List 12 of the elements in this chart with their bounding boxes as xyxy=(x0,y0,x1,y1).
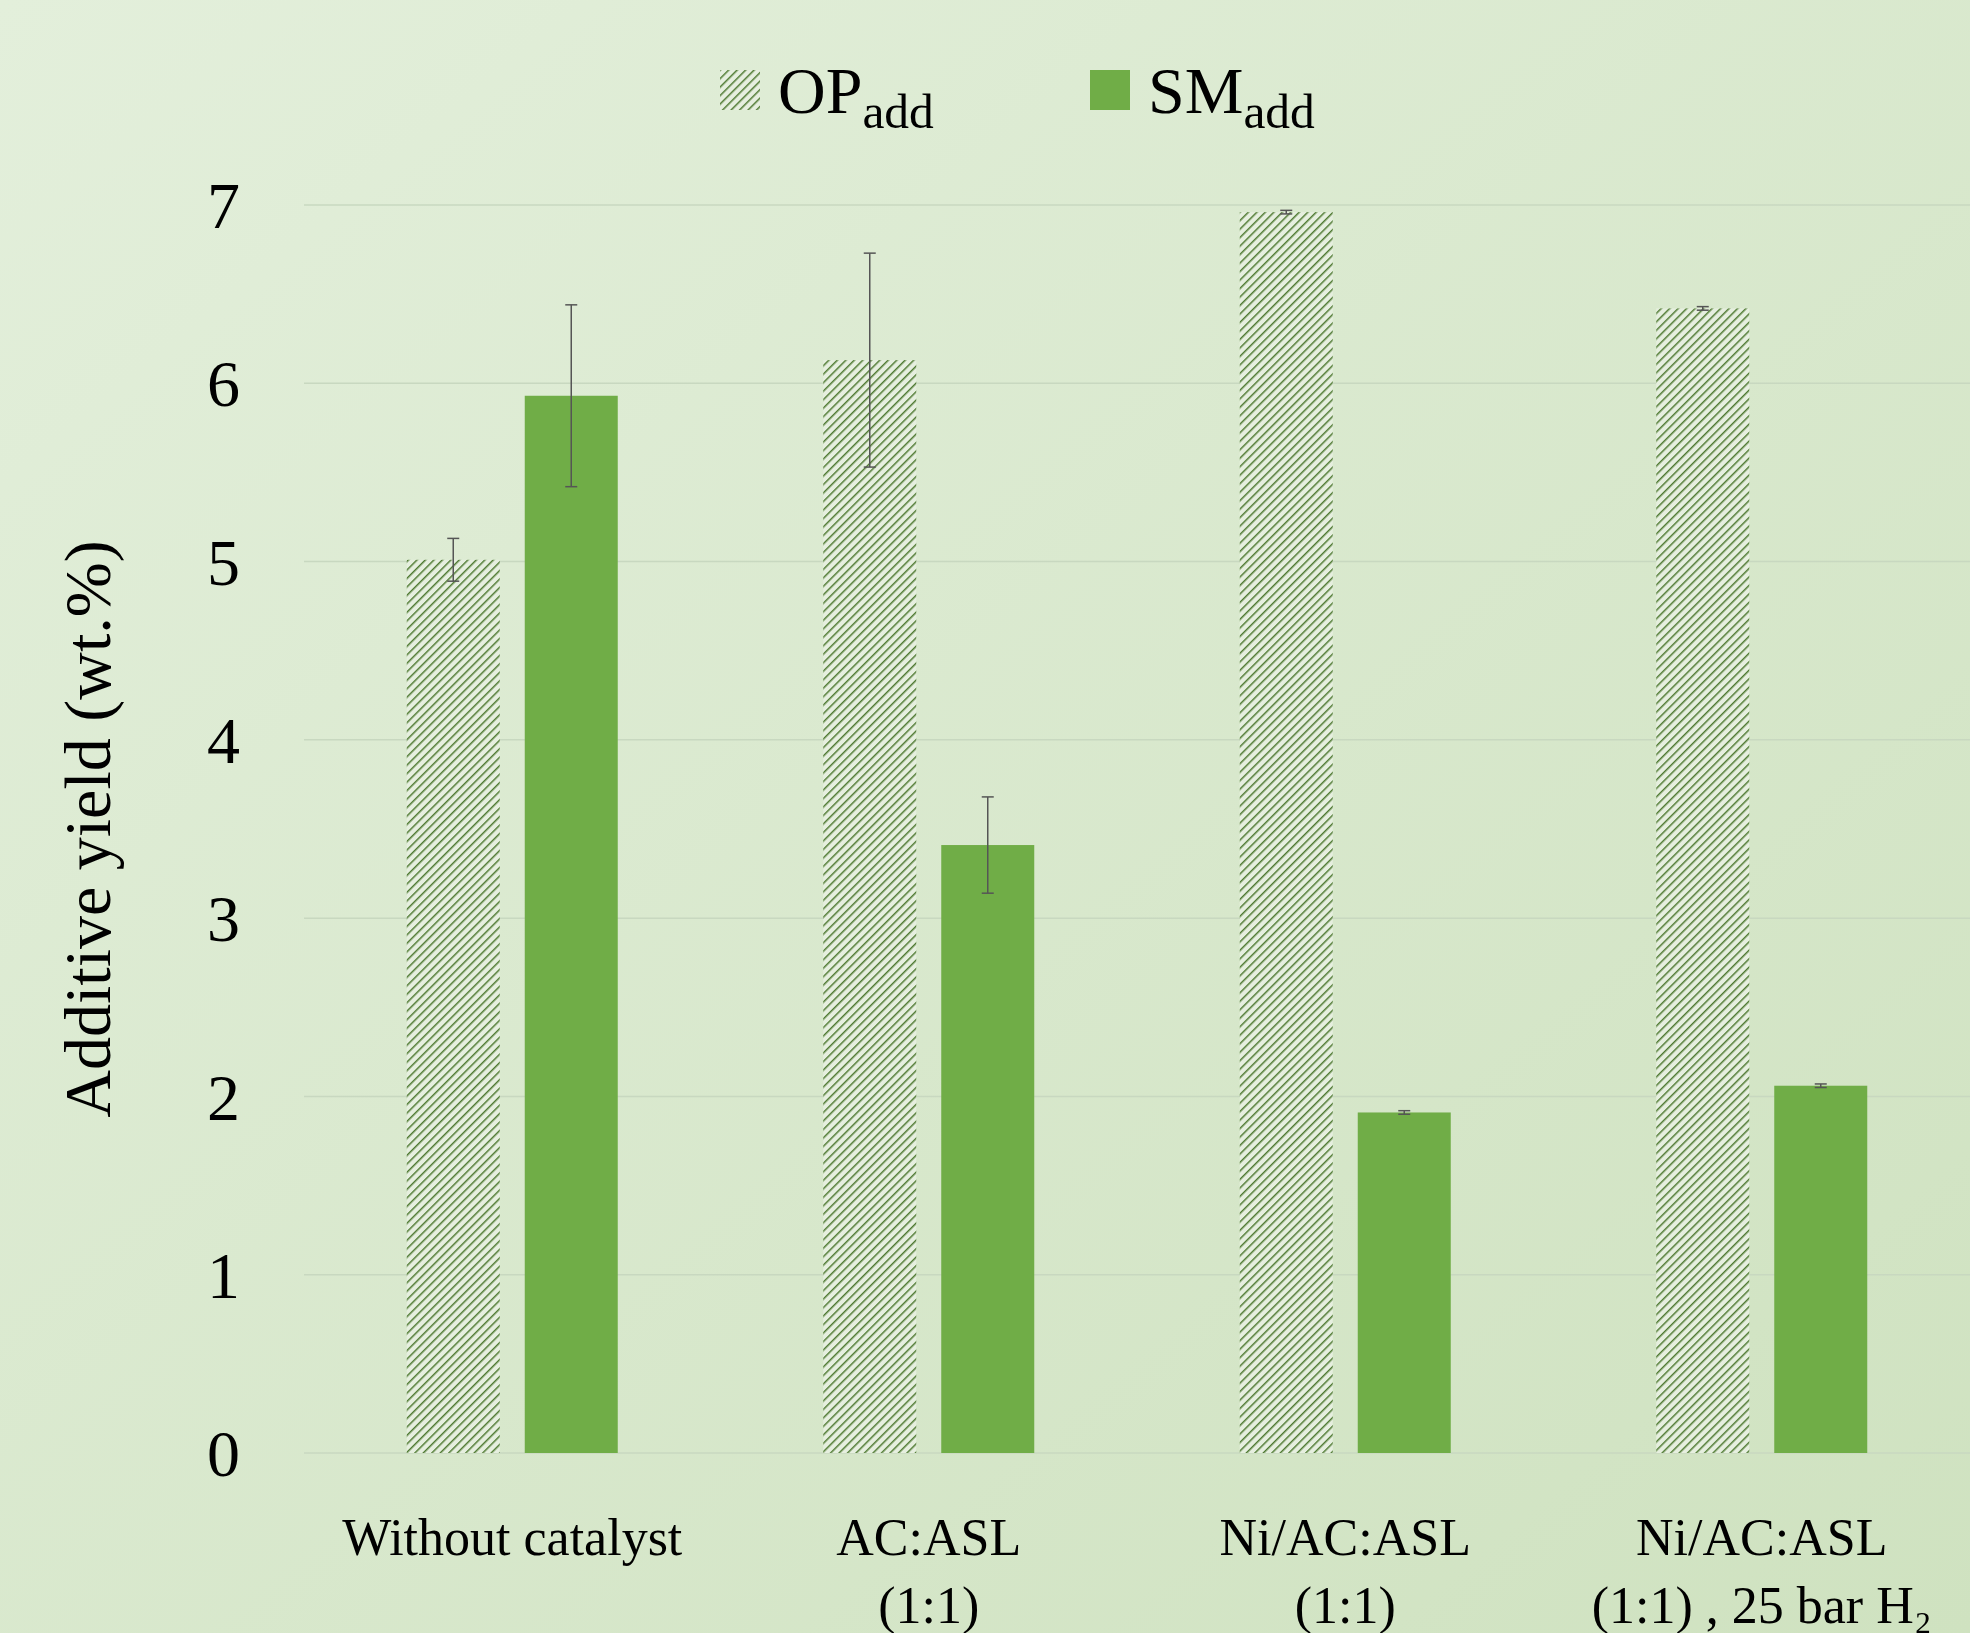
x-tick-label: Without catalyst xyxy=(342,1509,683,1566)
y-tick-label: 0 xyxy=(207,1417,240,1491)
legend-label: OP$_{add}$ xyxy=(778,54,935,140)
y-tick-label: 5 xyxy=(207,525,240,599)
y-axis-title: Additive yield (wt.%) xyxy=(51,540,125,1118)
y-tick-label: 3 xyxy=(207,882,240,956)
legend-label: SM$_{add}$ xyxy=(1148,54,1316,140)
y-tick-label: 4 xyxy=(207,703,240,777)
y-tick-label: 1 xyxy=(207,1238,240,1312)
y-tick-label: 6 xyxy=(207,347,240,421)
y-tick-label: 2 xyxy=(207,1060,240,1134)
y-tick-label: 7 xyxy=(207,169,240,243)
